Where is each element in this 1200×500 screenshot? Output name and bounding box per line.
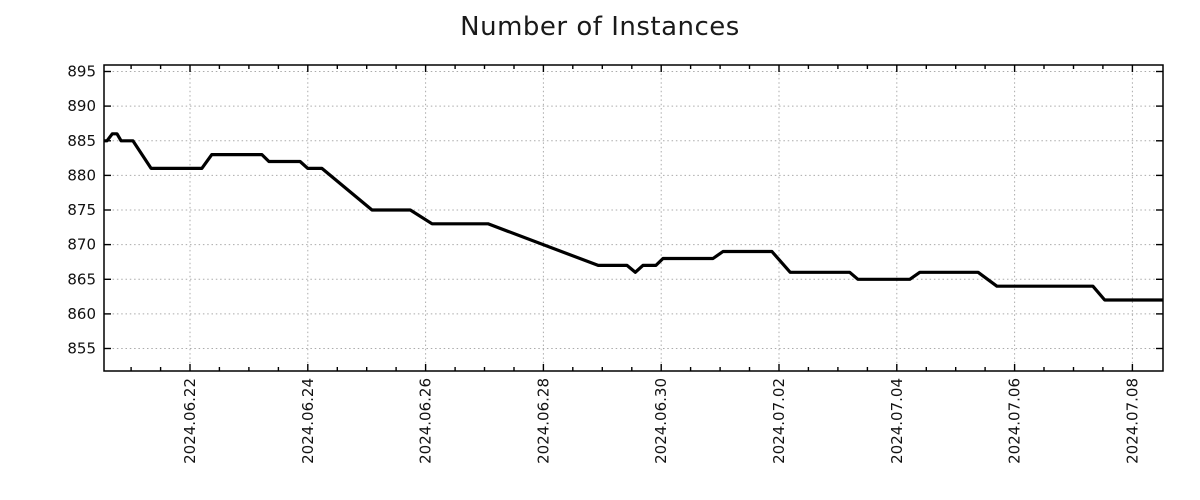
series-line	[104, 132, 1163, 302]
x-tick-label: 2024.06.26	[417, 378, 435, 464]
y-tick-label: 880	[67, 166, 96, 184]
x-tick-label: 2024.07.04	[888, 378, 906, 464]
x-tick-label: 2024.07.08	[1123, 378, 1141, 464]
x-tick-label: 2024.07.02	[770, 378, 788, 464]
y-tick-label: 895	[67, 63, 96, 81]
y-tick-label: 890	[67, 97, 96, 115]
y-tick-label: 860	[67, 305, 96, 323]
x-tick-label: 2024.06.28	[534, 378, 552, 464]
y-tick-label: 855	[67, 340, 96, 358]
x-tick-label: 2024.06.24	[299, 378, 317, 464]
plot-border	[103, 64, 1164, 372]
x-tick-label: 2024.06.22	[181, 378, 199, 464]
y-tick-label: 865	[67, 270, 96, 288]
chart-title: Number of Instances	[460, 12, 740, 42]
x-tick-label: 2024.07.06	[1006, 378, 1024, 464]
x-tick-label: 2024.06.30	[652, 378, 670, 464]
y-tick-label: 870	[67, 236, 96, 254]
y-tick-label: 885	[67, 132, 96, 150]
y-tick-label: 875	[67, 201, 96, 219]
